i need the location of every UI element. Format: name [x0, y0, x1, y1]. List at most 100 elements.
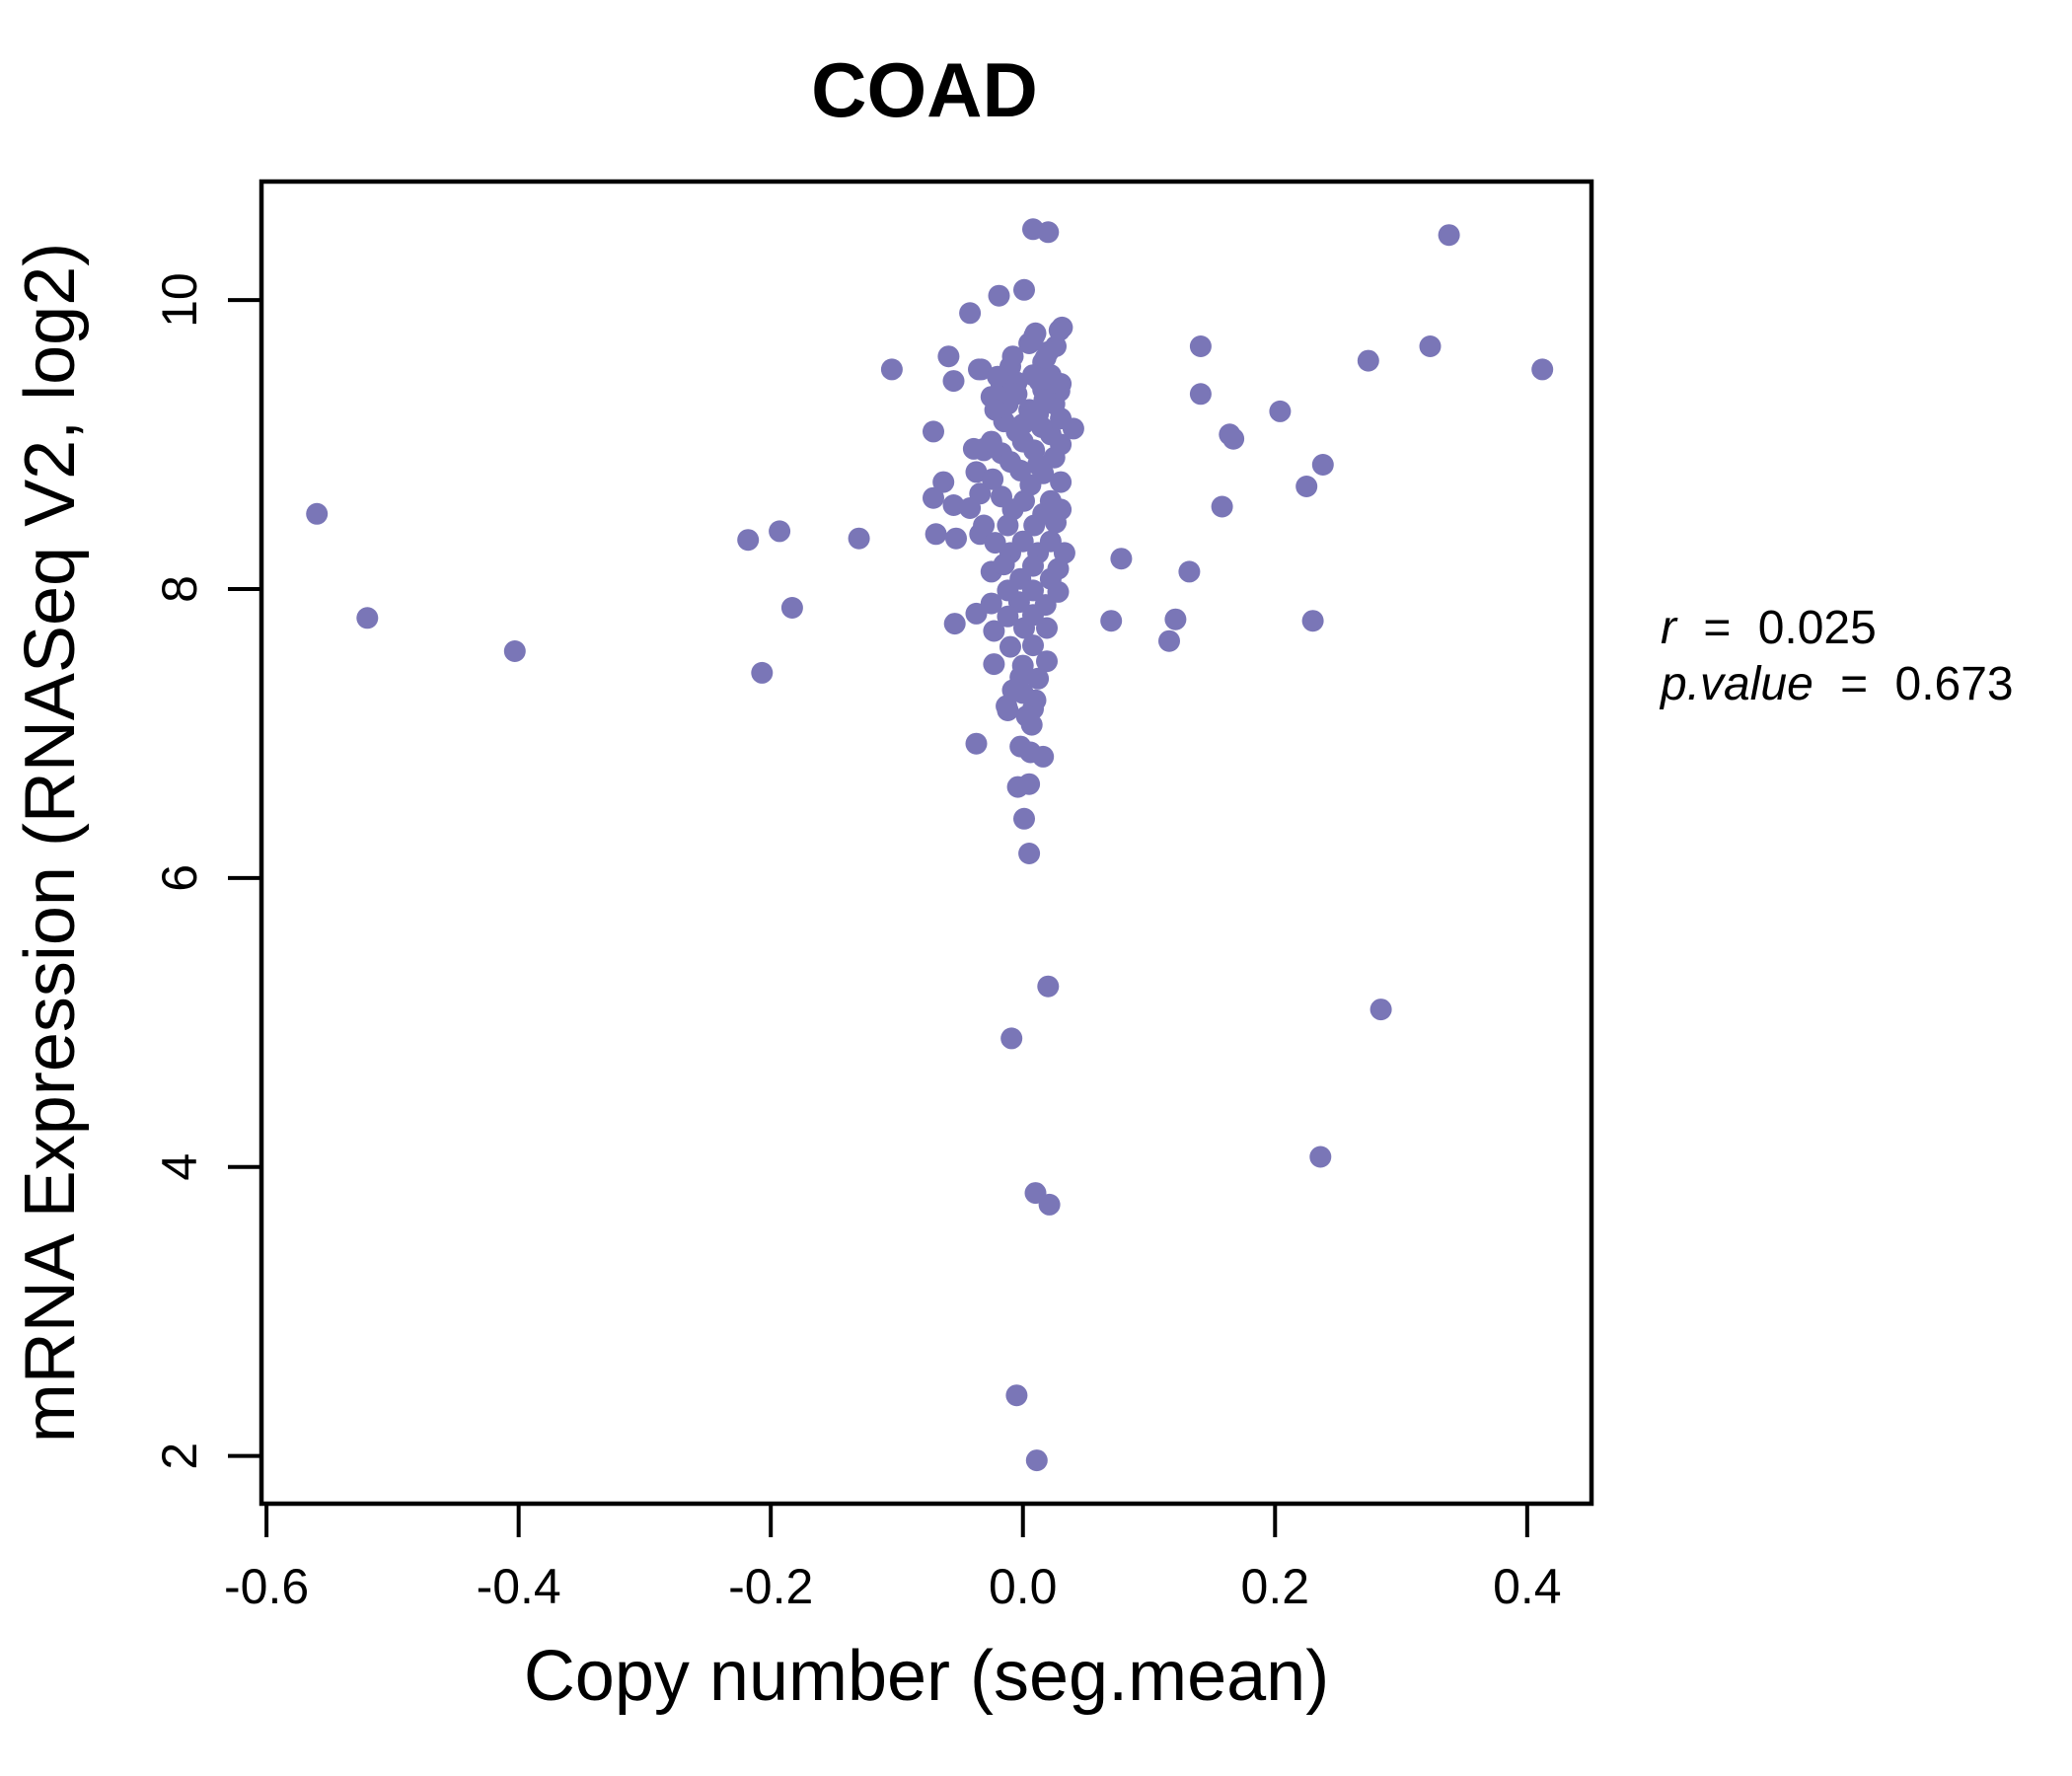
data-point: [1027, 454, 1050, 476]
annotation-r-value: 0.025: [1758, 602, 1877, 654]
data-point: [1030, 416, 1053, 438]
data-point: [925, 523, 947, 546]
data-point: [1311, 454, 1334, 476]
y-axis-title: mRNA Expression (RNASeq V2, log2): [11, 243, 90, 1443]
data-point: [1419, 335, 1442, 357]
data-point: [356, 607, 379, 629]
data-point: [1301, 610, 1324, 632]
data-point: [1211, 495, 1233, 518]
x-tick-label: 0.0: [989, 1559, 1058, 1614]
data-point: [1011, 654, 1034, 677]
data-point: [1357, 349, 1379, 372]
x-axis-ticks: -0.6 -0.4 -0.2 0.0 0.2 0.4: [224, 1506, 1562, 1614]
data-point: [980, 592, 1002, 615]
data-point: [1036, 650, 1058, 673]
data-point: [942, 494, 965, 516]
data-point: [1032, 745, 1055, 768]
data-point: [937, 345, 960, 368]
data-point: [1050, 433, 1073, 456]
data-point: [970, 358, 993, 381]
y-tick-label: 2: [152, 1443, 207, 1470]
data-point: [1039, 530, 1062, 553]
data-point: [997, 700, 1019, 721]
data-point: [1015, 704, 1038, 727]
data-point: [993, 554, 1015, 576]
data-point: [1110, 548, 1133, 570]
data-point: [1018, 333, 1041, 354]
annotation-pvalue-value: 0.673: [1895, 658, 2014, 710]
chart-title: COAD: [811, 46, 1038, 133]
data-point: [306, 502, 329, 525]
data-point: [848, 527, 870, 550]
data-point: [1037, 975, 1060, 998]
data-point: [1222, 427, 1245, 450]
data-point: [997, 605, 1019, 628]
y-tick-label: 6: [152, 864, 207, 892]
y-tick-label: 10: [152, 272, 207, 328]
data-point: [751, 661, 774, 684]
annotation-pvalue-equals: =: [1840, 658, 1868, 710]
data-point: [1034, 346, 1057, 369]
data-point: [1050, 407, 1073, 430]
data-point: [1050, 373, 1073, 395]
data-point: [1050, 498, 1073, 521]
data-point: [1295, 476, 1318, 497]
data-point: [1178, 560, 1201, 583]
data-point: [1028, 370, 1051, 393]
data-point: [980, 430, 1002, 453]
data-point: [983, 653, 1005, 676]
data-point: [982, 468, 1004, 490]
data-point: [503, 640, 526, 662]
data-point: [942, 370, 965, 393]
y-tick-label: 4: [152, 1153, 207, 1181]
data-point: [1438, 224, 1460, 247]
data-point: [1164, 608, 1187, 630]
scatter-points-layer: [306, 218, 1554, 1472]
data-point: [1022, 634, 1044, 657]
data-point: [965, 732, 988, 755]
data-point: [880, 358, 903, 381]
data-point: [1022, 555, 1044, 577]
data-point: [1022, 604, 1044, 627]
data-point: [1158, 629, 1180, 652]
data-point: [923, 420, 944, 443]
data-point: [999, 635, 1021, 658]
data-point: [1001, 498, 1024, 521]
x-tick-label: -0.6: [224, 1559, 309, 1614]
data-point: [1037, 221, 1060, 244]
data-point: [984, 399, 1006, 421]
plot-box: [259, 179, 1594, 1507]
data-point: [1033, 389, 1056, 411]
data-point: [1022, 579, 1044, 602]
data-point: [1100, 610, 1123, 632]
data-point: [737, 529, 760, 552]
data-point: [1531, 358, 1554, 381]
x-tick-label: -0.4: [477, 1559, 561, 1614]
annotation-r-symbol: r: [1661, 602, 1678, 654]
data-point: [1019, 474, 1042, 496]
data-point: [923, 486, 944, 509]
data-point: [943, 613, 966, 635]
data-point: [997, 579, 1019, 602]
data-point: [988, 284, 1010, 307]
data-point: [1001, 345, 1024, 368]
data-point: [1013, 807, 1035, 830]
data-point: [959, 302, 982, 325]
data-point: [1024, 689, 1047, 711]
data-point: [1032, 502, 1055, 525]
data-point: [769, 520, 791, 543]
x-tick-label: -0.2: [728, 1559, 813, 1614]
data-point: [1048, 319, 1071, 341]
data-point: [1011, 530, 1034, 553]
data-point: [1027, 667, 1050, 690]
data-point: [932, 471, 955, 493]
annotation-pvalue-symbol: p.value: [1659, 658, 1813, 710]
data-point: [1018, 843, 1041, 864]
data-point: [1189, 383, 1212, 406]
data-point: [1013, 278, 1035, 301]
data-point: [973, 514, 996, 537]
data-point: [965, 461, 988, 483]
data-point: [945, 527, 967, 550]
data-point: [1369, 999, 1392, 1021]
